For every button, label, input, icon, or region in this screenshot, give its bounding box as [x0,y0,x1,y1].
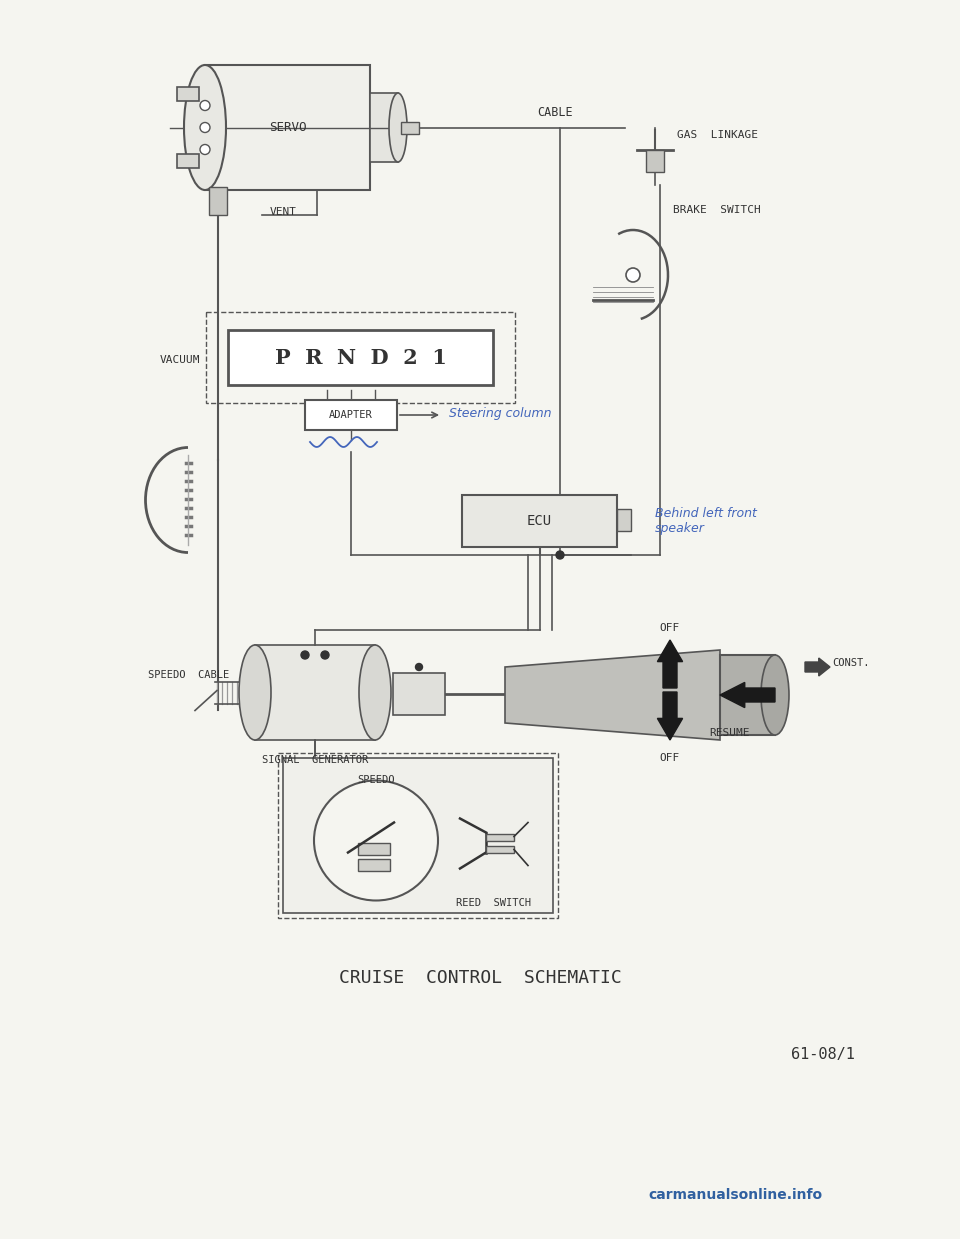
Text: VACUUM: VACUUM [160,356,201,366]
Bar [720,655,775,735]
Circle shape [626,268,640,282]
Text: RESUME: RESUME [709,729,751,738]
Ellipse shape [239,646,271,740]
FancyArrow shape [658,693,683,740]
Bar [646,150,664,172]
Bar [462,496,617,546]
Text: SERVO: SERVO [269,121,306,134]
Text: SPEEDO: SPEEDO [357,776,395,786]
FancyArrow shape [805,658,830,676]
Circle shape [200,123,210,133]
Bar [255,646,375,740]
Bar [370,93,398,162]
Text: Behind left front
speaker: Behind left front speaker [655,507,756,535]
Bar [206,312,515,403]
Text: GAS  LINKAGE: GAS LINKAGE [677,130,758,140]
Polygon shape [505,650,720,740]
Bar [486,834,514,840]
Ellipse shape [314,781,438,901]
Text: CRUISE  CONTROL  SCHEMATIC: CRUISE CONTROL SCHEMATIC [339,969,621,987]
Text: carmanualsonline.info: carmanualsonline.info [648,1188,822,1202]
Bar [177,154,199,169]
Ellipse shape [184,64,226,190]
Bar [205,64,370,190]
Circle shape [416,664,422,670]
Circle shape [321,650,329,659]
Bar [228,330,493,385]
FancyArrow shape [658,641,683,688]
Text: BRAKE  SWITCH: BRAKE SWITCH [673,204,760,216]
FancyArrow shape [720,683,775,707]
Bar [358,843,390,855]
Bar [283,758,553,913]
Bar [278,753,558,918]
Text: 61-08/1: 61-08/1 [791,1047,855,1063]
Circle shape [556,551,564,559]
Text: VENT: VENT [270,207,297,217]
Bar [393,673,445,715]
Text: REED  SWITCH: REED SWITCH [455,898,531,908]
Bar [305,400,397,430]
Text: P  R  N  D  2  1: P R N D 2 1 [275,347,446,368]
Circle shape [200,145,210,155]
Text: Steering column: Steering column [449,406,551,420]
Text: CABLE: CABLE [538,107,573,119]
Text: ECU: ECU [527,514,552,528]
Circle shape [200,100,210,110]
Circle shape [301,650,309,659]
Bar [486,845,514,852]
Ellipse shape [359,646,391,740]
Text: ADAPTER: ADAPTER [329,410,372,420]
Text: OFF: OFF [660,753,680,763]
Ellipse shape [389,93,407,162]
Bar [358,859,390,871]
Text: OFF: OFF [660,623,680,633]
Bar [209,187,227,216]
Bar [617,509,631,532]
Ellipse shape [761,655,789,735]
Bar [401,121,419,134]
Bar [177,87,199,102]
Text: CONST.: CONST. [832,658,870,668]
Text: SIGNAL  GENERATOR: SIGNAL GENERATOR [262,755,368,764]
Text: SPEEDO  CABLE: SPEEDO CABLE [148,669,229,679]
